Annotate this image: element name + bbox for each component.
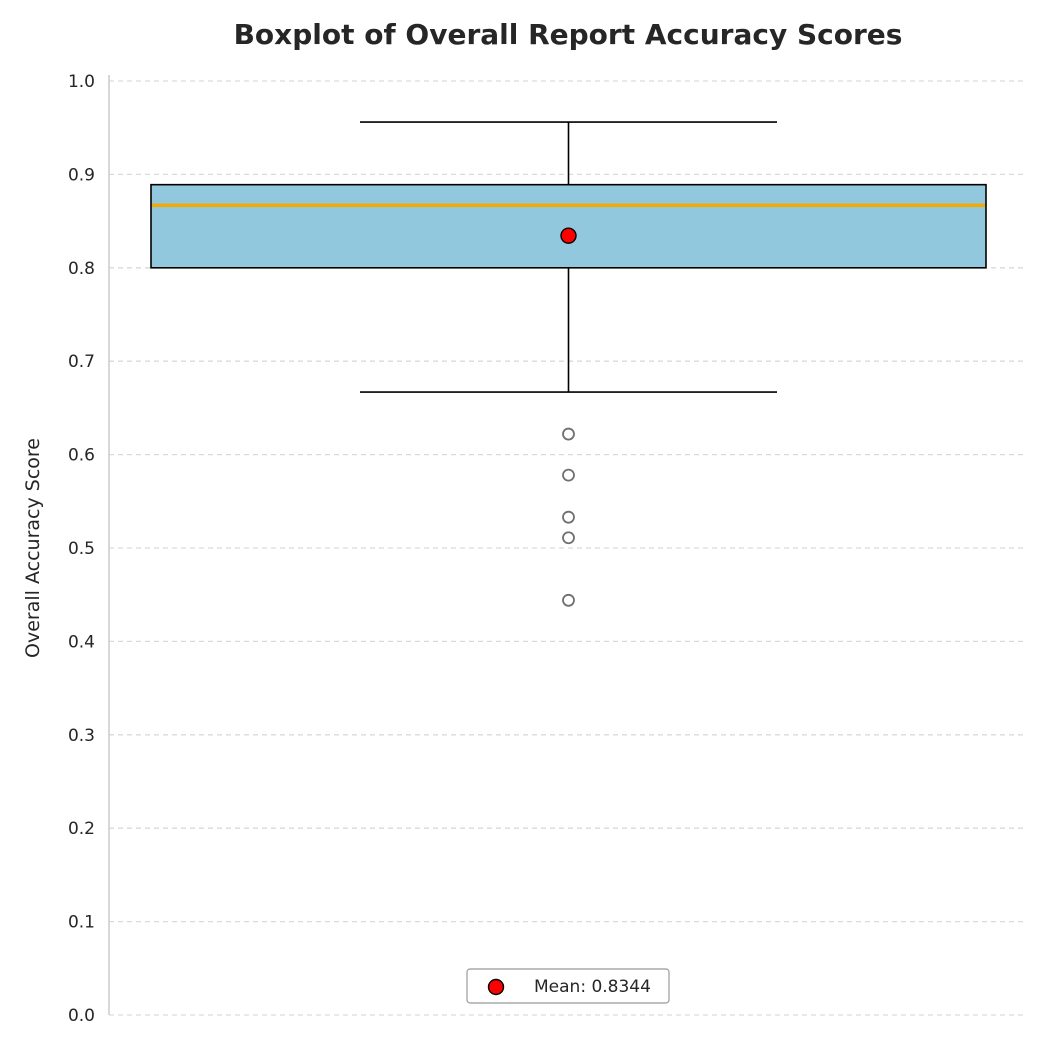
- y-tick-label: 0.3: [68, 726, 95, 746]
- y-tick-label: 1.0: [68, 72, 95, 92]
- y-axis-label: Overall Accuracy Score: [22, 438, 44, 658]
- y-tick-label: 0.9: [68, 165, 95, 185]
- y-tick-label: 0.5: [68, 539, 95, 559]
- y-tick-label: 0.8: [68, 259, 95, 279]
- mean-marker: [560, 227, 577, 244]
- y-tick-label: 0.2: [68, 819, 95, 839]
- legend-mean-marker: [487, 978, 505, 996]
- outlier-point: [562, 531, 575, 545]
- outlier-point: [562, 468, 575, 482]
- y-tick-label: 0.7: [68, 352, 95, 372]
- y-tick-label: 0.4: [68, 632, 95, 652]
- iqr-box: [150, 183, 987, 269]
- legend-label: Mean: 0.8344: [534, 977, 651, 997]
- y-tick-label: 0.1: [68, 913, 95, 933]
- outlier-point: [562, 427, 575, 441]
- y-tick-label: 0.0: [68, 1006, 95, 1026]
- outlier-point: [562, 593, 575, 607]
- outlier-point: [562, 510, 575, 524]
- chart-title: Boxplot of Overall Report Accuracy Score…: [234, 18, 903, 51]
- legend-box: [466, 968, 670, 1004]
- y-tick-label: 0.6: [68, 446, 95, 466]
